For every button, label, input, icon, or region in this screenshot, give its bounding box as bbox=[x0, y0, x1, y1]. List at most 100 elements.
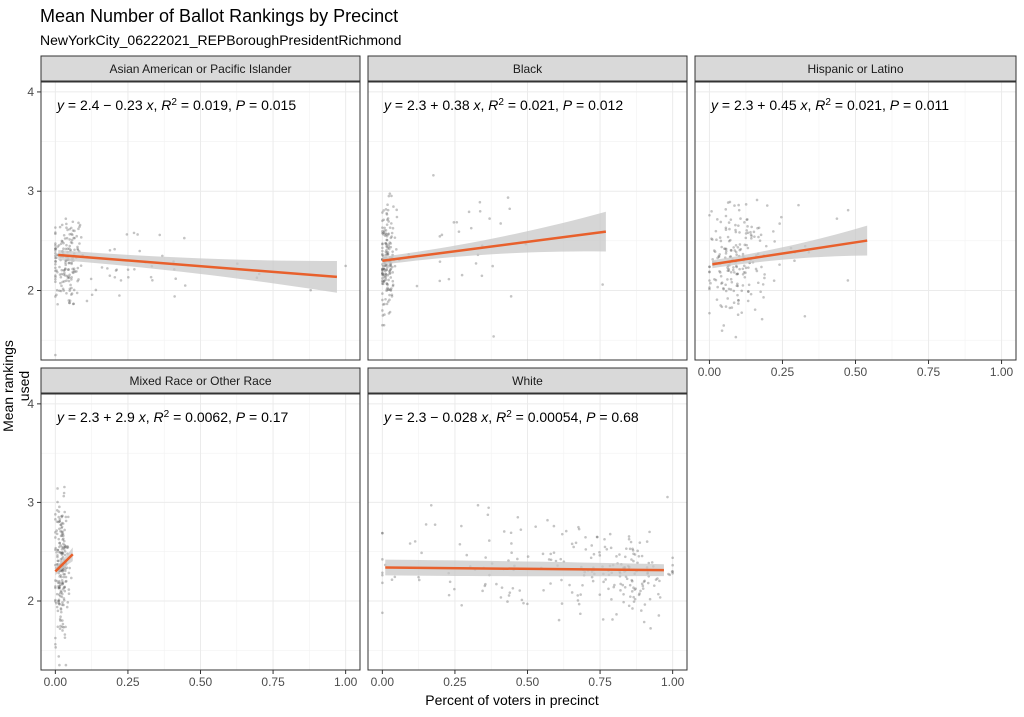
data-point bbox=[62, 494, 66, 498]
data-point bbox=[734, 230, 738, 234]
data-point bbox=[67, 299, 71, 302]
data-point bbox=[381, 242, 384, 245]
data-point bbox=[744, 232, 748, 235]
data-point bbox=[381, 229, 384, 233]
data-point bbox=[62, 586, 66, 589]
data-point bbox=[57, 655, 61, 658]
data-point bbox=[56, 609, 60, 613]
data-point bbox=[60, 521, 64, 525]
data-point bbox=[440, 233, 444, 237]
data-point bbox=[754, 267, 758, 271]
facet-strip-label: Mixed Race or Other Race bbox=[129, 374, 271, 388]
data-point bbox=[778, 263, 781, 266]
data-point bbox=[386, 266, 389, 269]
data-point bbox=[557, 618, 561, 622]
data-point bbox=[708, 279, 711, 282]
data-point bbox=[384, 278, 388, 281]
data-point bbox=[68, 247, 71, 251]
data-point bbox=[438, 235, 442, 238]
data-point bbox=[736, 272, 740, 276]
data-point bbox=[591, 579, 595, 583]
data-point bbox=[59, 575, 63, 579]
data-point bbox=[70, 286, 73, 290]
data-point bbox=[388, 270, 391, 273]
data-point bbox=[631, 607, 634, 610]
data-point bbox=[54, 266, 57, 270]
data-point bbox=[484, 556, 487, 559]
data-point bbox=[729, 218, 733, 221]
data-point bbox=[612, 585, 616, 589]
data-point bbox=[724, 247, 728, 251]
data-point bbox=[630, 558, 633, 561]
data-point bbox=[657, 592, 660, 596]
data-point bbox=[381, 279, 384, 283]
data-point bbox=[387, 243, 391, 246]
data-point bbox=[85, 299, 89, 303]
confidence-ribbon bbox=[382, 211, 606, 265]
data-point bbox=[79, 236, 83, 239]
data-point bbox=[114, 269, 118, 272]
data-point bbox=[61, 551, 64, 554]
data-point bbox=[54, 353, 57, 357]
data-point bbox=[385, 242, 388, 246]
data-point bbox=[637, 593, 641, 597]
data-point bbox=[77, 227, 80, 231]
data-point bbox=[750, 237, 753, 240]
data-point bbox=[730, 280, 734, 284]
data-point bbox=[755, 269, 759, 273]
data-point bbox=[386, 203, 389, 207]
data-point bbox=[67, 261, 71, 265]
data-point bbox=[65, 291, 68, 295]
data-point bbox=[478, 209, 482, 213]
data-point bbox=[54, 518, 57, 521]
facet-strip-label: Hispanic or Latino bbox=[807, 62, 903, 76]
data-point bbox=[70, 576, 73, 580]
facet-strip-label: Black bbox=[513, 62, 543, 76]
data-point bbox=[383, 226, 386, 230]
data-point bbox=[381, 264, 385, 268]
data-point bbox=[636, 549, 639, 553]
data-point bbox=[60, 551, 63, 555]
data-point bbox=[64, 263, 68, 267]
data-point bbox=[749, 230, 752, 234]
data-point bbox=[66, 601, 70, 604]
facet-strip-label: White bbox=[512, 374, 543, 388]
data-point bbox=[54, 252, 57, 255]
data-point bbox=[54, 563, 57, 567]
data-point bbox=[61, 545, 64, 549]
data-point bbox=[619, 589, 622, 592]
data-point bbox=[642, 620, 646, 624]
data-point bbox=[113, 275, 117, 279]
data-point bbox=[385, 248, 388, 252]
data-point bbox=[658, 579, 661, 583]
data-point bbox=[381, 531, 384, 535]
x-tick-label: 0.50 bbox=[844, 365, 868, 379]
data-point bbox=[90, 293, 94, 297]
data-point bbox=[772, 279, 776, 282]
data-point bbox=[547, 558, 551, 561]
data-point bbox=[577, 527, 581, 531]
data-point bbox=[722, 287, 725, 291]
data-point bbox=[390, 222, 393, 225]
data-point bbox=[624, 555, 627, 559]
data-point bbox=[519, 528, 523, 531]
data-point bbox=[632, 600, 636, 603]
data-point bbox=[113, 247, 116, 251]
data-point bbox=[388, 293, 391, 297]
data-point bbox=[381, 219, 384, 223]
data-point bbox=[499, 222, 502, 225]
data-point bbox=[381, 611, 384, 615]
data-point bbox=[740, 289, 744, 293]
data-point bbox=[61, 570, 64, 573]
data-point bbox=[719, 220, 723, 224]
data-point bbox=[54, 275, 57, 279]
data-point bbox=[670, 570, 674, 573]
data-point bbox=[389, 288, 392, 291]
data-point bbox=[654, 578, 658, 581]
facet-panel: Black y = 2.3 + 0.38 x, R2 = 0.021, P = 0… bbox=[367, 55, 688, 361]
data-point bbox=[726, 266, 729, 269]
data-point bbox=[589, 556, 593, 560]
data-point bbox=[646, 581, 650, 585]
data-point bbox=[61, 583, 64, 586]
data-point bbox=[749, 233, 753, 236]
